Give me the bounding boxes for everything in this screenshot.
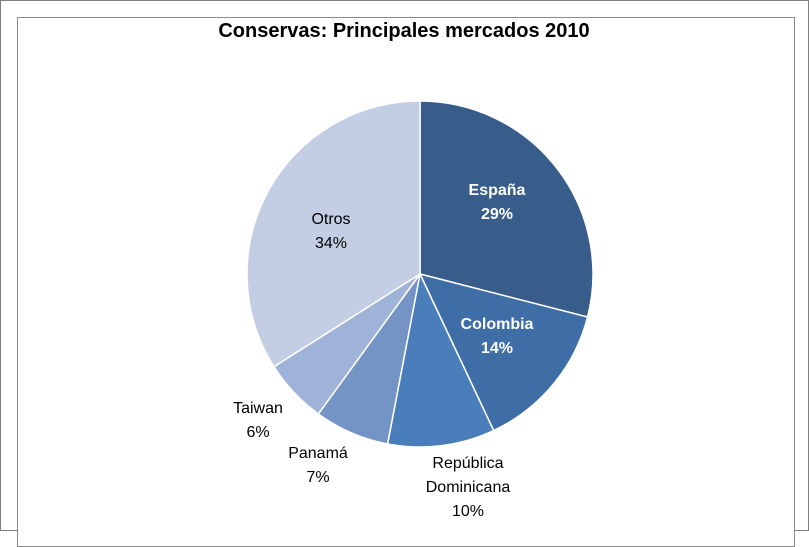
pie-slice-otros bbox=[246, 100, 421, 368]
pie-slice-colombia bbox=[418, 272, 589, 432]
pie-slice-rep-blica-dominicana bbox=[386, 271, 495, 448]
slice-label-colombia: Colombia 14% bbox=[461, 316, 534, 357]
slice-label-taiwan: Taiwan 6% bbox=[233, 400, 283, 441]
pie-chart: España 29% Colombia 14% República Dominicana 1… bbox=[233, 100, 594, 520]
slice-label-espa-a: España 29% bbox=[469, 182, 526, 223]
slice-label-panam-: Panamá 7% bbox=[288, 445, 348, 486]
slice-label-otros: Otros 34% bbox=[311, 211, 350, 252]
pie-slice-espa-a bbox=[419, 100, 594, 318]
slice-label-rep-blica-dominicana: República Dominicana 10% bbox=[426, 455, 511, 520]
chart-title: Conservas: Principales mercados 2010 bbox=[218, 20, 590, 42]
